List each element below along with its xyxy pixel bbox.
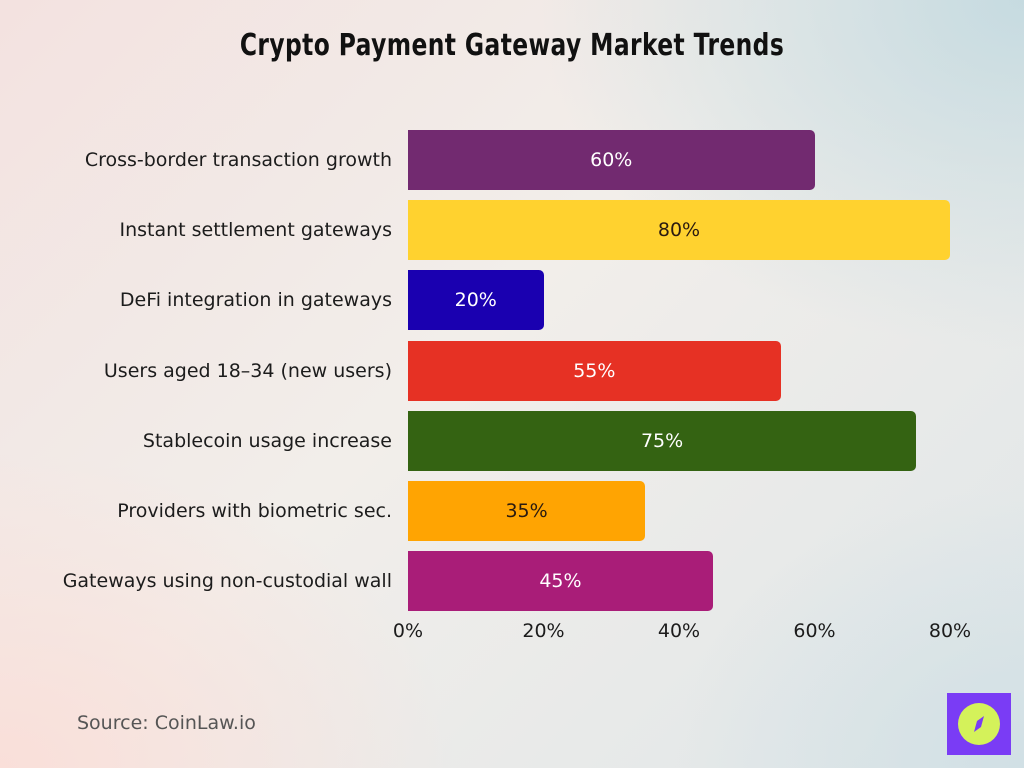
chart-title: Crypto Payment Gateway Market Trends [239,28,785,63]
category-label: Gateways using non-custodial wall [62,570,392,593]
bar: 20% [408,270,544,331]
category-label: Stablecoin usage increase [142,429,392,452]
category-label: Users aged 18–34 (new users) [103,359,392,382]
bar-value-label: 60% [590,149,633,171]
bar: 60% [408,130,815,190]
bar: 35% [408,481,646,541]
bar: 45% [408,551,713,612]
x-axis-tick: 20% [522,620,565,642]
bar-value-label: 20% [454,289,497,312]
category-label: DeFi integration in gateways [119,289,392,312]
x-axis-tick: 40% [657,620,701,642]
source-text: Source: CoinLaw.io [77,712,256,734]
bar-value-label: 75% [640,429,684,452]
bar-value-label: 35% [505,500,548,522]
bar: 80% [408,200,950,261]
x-axis-tick: 0% [392,620,424,642]
bar-value-label: 80% [657,219,701,242]
x-axis-tick: 60% [793,620,836,642]
x-axis-tick: 80% [928,620,972,642]
brand-logo [947,693,1011,755]
bar: 75% [408,410,917,471]
bar-value-label: 55% [573,359,616,382]
category-label: Cross-border transaction growth [84,149,392,171]
bar: 55% [408,340,781,401]
category-label: Providers with biometric sec. [117,500,392,522]
compass-icon [958,703,1000,745]
bar-value-label: 45% [539,570,582,593]
category-label: Instant settlement gateways [119,219,392,242]
